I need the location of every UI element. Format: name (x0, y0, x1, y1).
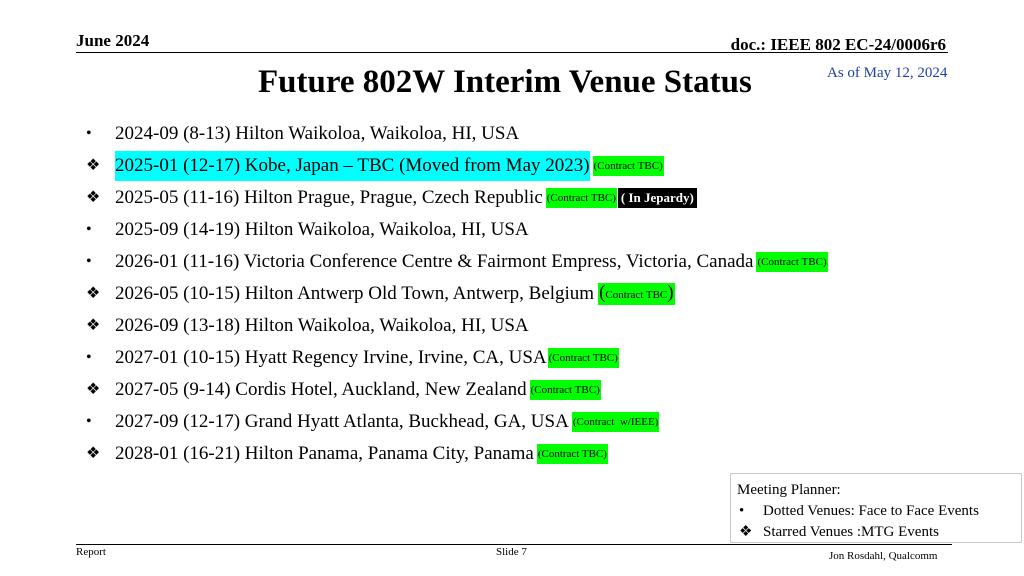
diamond-star-icon: ❖ (739, 524, 753, 540)
contract-status-tag: (Contract TBC) (545, 188, 617, 208)
venue-item: • 2025-09 (14-19) Hilton Waikoloa, Waiko… (86, 214, 986, 246)
header-doc-id: doc.: IEEE 802 EC-24/0006r6 (730, 35, 946, 54)
venue-text: 2025-05 (11-16) Hilton Prague, Prague, C… (115, 187, 543, 208)
venue-text: 2024-09 (8-13) Hilton Waikoloa, Waikoloa… (115, 123, 520, 144)
venue-text: 2026-05 (10-15) Hilton Antwerp Old Town,… (115, 283, 595, 304)
legend-row-dotted: • Dotted Venues: Face to Face Events (737, 501, 1021, 522)
footer-report: Report (76, 546, 106, 558)
venue-text: 2026-01 (11-16) Victoria Conference Cent… (115, 251, 754, 272)
bullet-icon: • (86, 349, 92, 366)
bullet-icon: • (739, 503, 745, 519)
venue-item: ❖ 2028-01 (16-21) Hilton Panama, Panama … (86, 438, 986, 470)
tag-close-paren: ) (667, 282, 674, 303)
diamond-star-icon: ❖ (86, 285, 101, 302)
venue-text: 2027-05 (9-14) Cordis Hotel, Auckland, N… (115, 379, 527, 400)
bullet-icon: • (86, 221, 92, 238)
bullet-icon: • (86, 125, 92, 142)
diamond-star-icon: ❖ (86, 157, 101, 174)
venue-item: ❖ 2027-05 (9-14) Cordis Hotel, Auckland,… (86, 374, 986, 406)
venue-item: ❖ 2026-09 (13-18) Hilton Waikoloa, Waiko… (86, 310, 986, 342)
venue-item: • 2027-01 (10-15) Hyatt Regency Irvine, … (86, 342, 986, 374)
header-date: June 2024 (76, 31, 150, 50)
contract-status-tag: (Contract TBC) (756, 252, 828, 272)
venue-item: • 2027-09 (12-17) Grand Hyatt Atlanta, B… (86, 406, 986, 438)
venue-item: ❖ 2025-05 (11-16) Hilton Prague, Prague,… (86, 182, 986, 214)
contract-status-tag: (Contract w/IEEE) (571, 412, 660, 432)
bottom-divider (76, 544, 952, 545)
venue-text: 2025-01 (12-17) Kobe, Japan – TBC (Moved… (115, 151, 590, 181)
venue-text: 2025-09 (14-19) Hilton Waikoloa, Waikolo… (115, 219, 529, 240)
venue-item: • 2026-01 (11-16) Victoria Conference Ce… (86, 246, 986, 278)
venue-text: 2028-01 (16-21) Hilton Panama, Panama Ci… (115, 443, 534, 464)
tag-open-paren: ( (599, 282, 606, 303)
meeting-planner-legend: Meeting Planner: • Dotted Venues: Face t… (730, 473, 1022, 543)
bullet-icon: • (86, 253, 92, 270)
venue-item: ❖ 2025-01 (12-17) Kobe, Japan – TBC (Mov… (86, 150, 986, 182)
diamond-star-icon: ❖ (86, 189, 101, 206)
contract-status-tag: (Contract TBC) (536, 444, 608, 464)
slide-number: Slide 7 (496, 546, 527, 558)
diamond-star-icon: ❖ (86, 381, 101, 398)
venue-list: • 2024-09 (8-13) Hilton Waikoloa, Waikol… (86, 118, 986, 470)
footer-author: Jon Rosdahl, Qualcomm (829, 550, 938, 562)
jeopardy-status-tag: ( In Jepardy) (617, 188, 697, 208)
legend-title: Meeting Planner: (737, 482, 841, 498)
as-of-date: As of May 12, 2024 (827, 65, 948, 81)
slide-title: Future 802W Interim Venue Status (258, 64, 752, 100)
venue-text: 2027-09 (12-17) Grand Hyatt Atlanta, Buc… (115, 411, 569, 432)
venue-text: 2027-01 (10-15) Hyatt Regency Irvine, Ir… (115, 347, 547, 368)
contract-status-tag: (Contract TBC) (598, 282, 675, 305)
contract-status-tag: (Contract TBC) (592, 156, 664, 176)
contract-status-tag: (Contract TBC) (547, 348, 619, 368)
legend-text: Starred Venues :MTG Events (763, 524, 939, 540)
venue-item: ❖ 2026-05 (10-15) Hilton Antwerp Old Tow… (86, 278, 986, 310)
legend-row-starred: ❖ Starred Venues :MTG Events (737, 522, 1021, 543)
legend-text: Dotted Venues: Face to Face Events (763, 503, 979, 519)
contract-status-tag: (Contract TBC) (529, 380, 601, 400)
venue-item: • 2024-09 (8-13) Hilton Waikoloa, Waikol… (86, 118, 986, 150)
bullet-icon: • (86, 413, 92, 430)
diamond-star-icon: ❖ (86, 317, 101, 334)
tag-text: Contract TBC (605, 289, 668, 301)
diamond-star-icon: ❖ (86, 445, 101, 462)
top-divider (76, 52, 948, 53)
venue-text: 2026-09 (13-18) Hilton Waikoloa, Waikolo… (115, 315, 529, 336)
